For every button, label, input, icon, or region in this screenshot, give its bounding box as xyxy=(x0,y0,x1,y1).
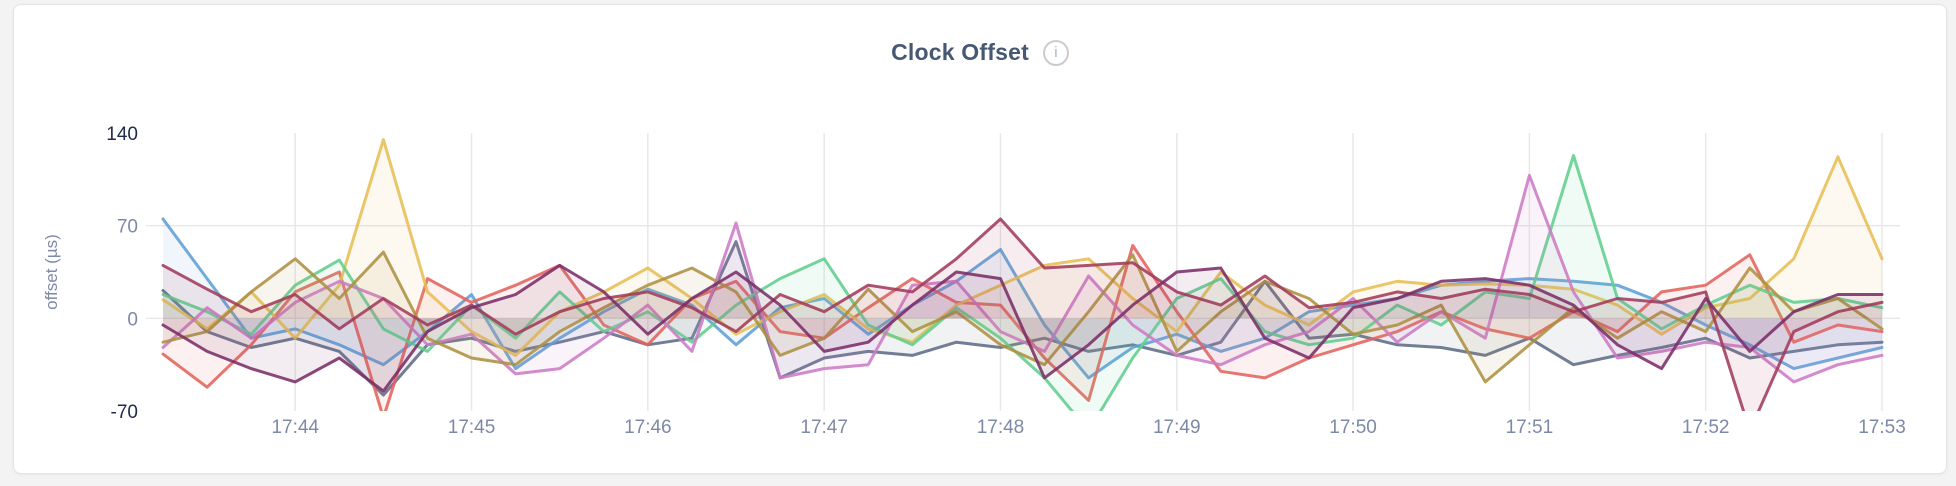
series-4-line xyxy=(161,138,1884,357)
series-9-line xyxy=(161,263,1884,393)
chart-title: Clock Offset xyxy=(891,39,1029,65)
gridlines xyxy=(146,133,1900,411)
svg-text:70: 70 xyxy=(117,217,138,238)
svg-text:0: 0 xyxy=(127,309,138,330)
series-2-area xyxy=(163,219,1882,378)
series-5-line xyxy=(161,154,1884,411)
svg-text:17:46: 17:46 xyxy=(624,417,672,438)
y-axis-title: offset (µs) xyxy=(42,234,61,310)
series-1-area xyxy=(163,241,1882,396)
svg-text:17:47: 17:47 xyxy=(800,417,848,438)
info-icon[interactable]: i xyxy=(1042,39,1069,66)
series-lines xyxy=(161,138,1884,411)
svg-text:17:48: 17:48 xyxy=(977,417,1025,438)
svg-text:-70: -70 xyxy=(111,402,138,423)
series-6-area xyxy=(163,175,1882,382)
svg-text:17:52: 17:52 xyxy=(1682,417,1730,438)
svg-text:17:50: 17:50 xyxy=(1329,417,1377,438)
svg-text:17:51: 17:51 xyxy=(1506,417,1554,438)
y-axis-labels: 140 70 0 -70 xyxy=(106,124,138,423)
series-8-area xyxy=(163,219,1882,411)
chart-header: Clock Offset i xyxy=(14,39,1946,66)
series-8-line xyxy=(161,217,1884,411)
plot-hover-area[interactable] xyxy=(163,133,1882,411)
series-5-area xyxy=(163,155,1882,411)
x-axis-labels: 17:44 17:45 17:46 17:47 17:48 17:49 17:50 17:51… xyxy=(271,417,1905,438)
svg-text:17:44: 17:44 xyxy=(271,417,319,438)
svg-text:17:49: 17:49 xyxy=(1153,417,1201,438)
svg-text:17:53: 17:53 xyxy=(1858,417,1906,438)
svg-text:140: 140 xyxy=(106,124,138,145)
svg-text:17:45: 17:45 xyxy=(448,417,496,438)
